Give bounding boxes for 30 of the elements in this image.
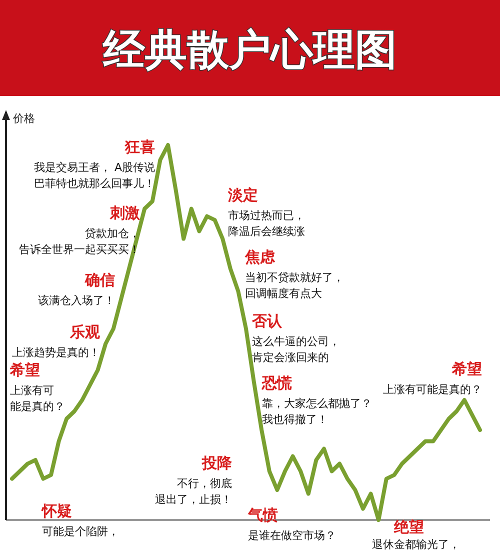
annotation: 不行，彻底退出了，止损！ [155,477,232,506]
annotation: 该满仓入场了！ [38,294,115,307]
annotation: 气愤 [247,506,278,524]
annotation: 刺激 [109,204,141,222]
annotation: 乐观 [69,323,101,341]
annotation: 市场过热而已，降温后会继续涨 [228,209,305,238]
annotation: 怀疑 [41,502,72,520]
annotation: 上涨有可能是真的？ [383,383,482,396]
annotation: 上涨趋势是真的！ [12,346,100,359]
annotation: 贷款加仓，告诉全世界一起买买买！ [19,227,140,256]
annotation: 希望 [451,360,482,378]
text: 可能是个陷阱， [42,525,119,538]
annotation: 当初不贷款就好了，回调幅度有点大 [245,271,344,300]
annotation: 狂喜 [124,138,155,156]
annotation: 淡定 [227,186,258,204]
annotation: 绝望 [393,518,424,536]
chart-title: 经典散户心理图 [102,25,397,74]
annotation: 恐慌 [261,374,292,392]
annotation: 上涨有可能是真的？ [10,384,65,413]
annotation: 确信 [84,271,115,289]
annotation: 我是交易王者， A股传说巴菲特也就那么回事儿！ [34,161,155,190]
text: 是谁在做空市场？ [248,529,336,542]
text: 退休金都输光了， [372,538,460,551]
annotation: 否认 [251,312,283,330]
annotation: 投降 [201,454,233,472]
annotation: 靠，大家怎么都抛了？我也得撤了！ [262,397,372,426]
annotation: 希望 [9,361,40,379]
y-axis-title: 价格 [12,112,35,125]
annotation: 焦虑 [244,248,276,266]
annotation: 这么牛逼的公司，肯定会涨回来的 [252,335,340,364]
